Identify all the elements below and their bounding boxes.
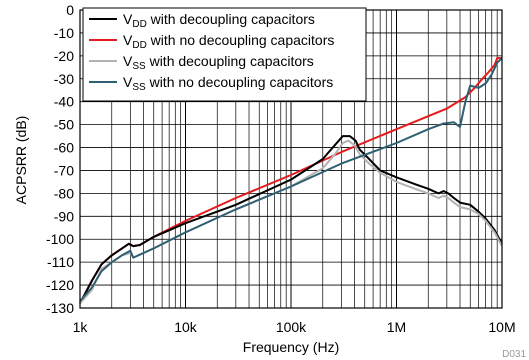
series-line-1 bbox=[79, 135, 503, 304]
y-tick-label: -110 bbox=[47, 254, 74, 270]
y-tick-label: -90 bbox=[54, 208, 74, 224]
legend-label: VSS with no decoupling capacitors bbox=[123, 74, 333, 93]
y-tick-label: -10 bbox=[54, 25, 74, 41]
y-tick-label: -70 bbox=[54, 162, 74, 178]
y-tick-label: -60 bbox=[54, 140, 74, 156]
x-tick-labels: 1k 10k 100k 1M 10M bbox=[73, 319, 516, 335]
y-tick-labels: 0 -10 -20 -30 -40 -50 -60 -70 -80 -90 -100 -110 -120… bbox=[46, 2, 74, 316]
x-tick-label: 10k bbox=[174, 319, 198, 335]
legend-box bbox=[82, 7, 367, 102]
y-tick-label: -120 bbox=[46, 277, 74, 293]
y-tick-label: -40 bbox=[54, 94, 74, 110]
y-tick-label: -130 bbox=[46, 300, 74, 316]
legend-label: VSS with decoupling capacitors bbox=[123, 53, 314, 72]
x-tick-label: 1k bbox=[73, 319, 89, 335]
y-tick-label: 0 bbox=[66, 2, 74, 18]
legend-label: VDD with no decoupling capacitors bbox=[123, 32, 334, 51]
series-line-4 bbox=[79, 57, 503, 302]
y-axis-title: ACPSRR (dB) bbox=[13, 116, 29, 205]
y-tick-label: -30 bbox=[54, 71, 74, 87]
legend-label: VDD with decoupling capacitors bbox=[123, 11, 315, 30]
x-tick-label: 10M bbox=[488, 319, 515, 335]
y-tick-label: -50 bbox=[54, 117, 74, 133]
legend: VDD with decoupling capacitors VDD with n… bbox=[82, 7, 367, 102]
x-tick-label: 1M bbox=[387, 319, 406, 335]
y-tick-label: -100 bbox=[46, 231, 74, 247]
y-tick-label: -80 bbox=[54, 185, 74, 201]
figure-id: D031 bbox=[502, 349, 526, 360]
y-tick-label: -20 bbox=[54, 48, 74, 64]
series-lines bbox=[79, 57, 503, 305]
x-axis-title: Frequency (Hz) bbox=[243, 339, 339, 355]
x-tick-label: 100k bbox=[276, 319, 307, 335]
